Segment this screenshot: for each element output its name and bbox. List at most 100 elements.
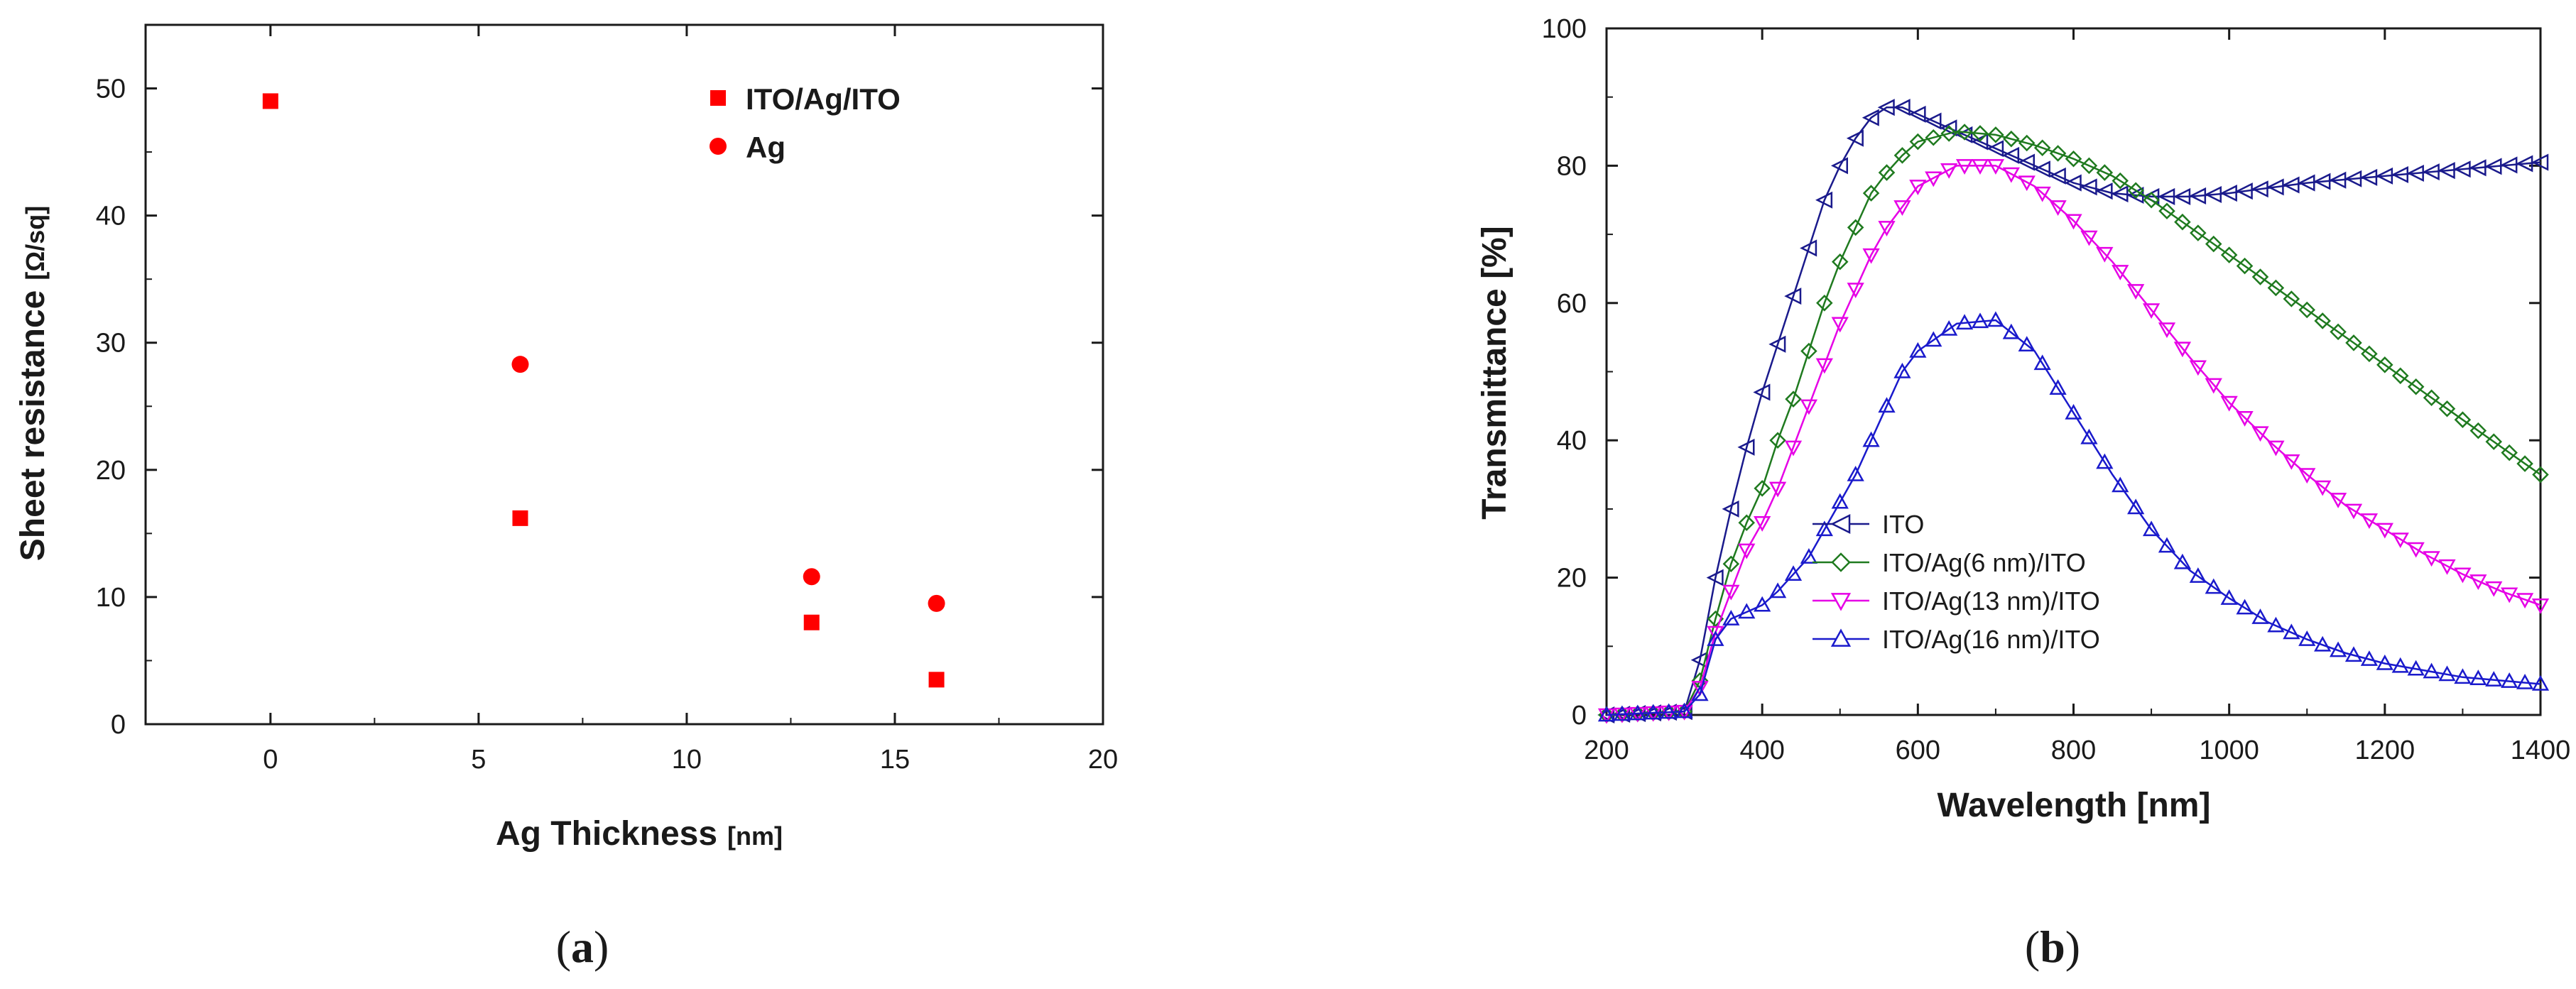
series-marker-ito-ag-16-nm-ito — [2438, 665, 2456, 682]
series-marker-ito-ag-6-nm-ito — [1909, 133, 1927, 151]
series-marker-ito-ag-13-nm-ito — [2142, 303, 2161, 319]
legend-label-ito: ITO — [1882, 510, 1924, 539]
series-marker-ito — [1737, 438, 1755, 456]
x-axis-title: Ag Thickness — [496, 815, 717, 853]
series-marker-ito-ag-6-nm-ito — [1972, 125, 1989, 142]
series-marker-ito-ag-16-nm-ito — [2454, 668, 2472, 684]
series-marker-ito-ag-13-nm-ito — [1878, 221, 1896, 237]
series-marker-ito-ag-16-nm-ito — [1831, 493, 1849, 509]
series-marker-ito — [2033, 160, 2050, 178]
series-marker-ito-ag-16-nm-ito — [1940, 319, 1958, 336]
series-marker-ito-ag-16-nm-ito — [2407, 660, 2425, 676]
x-tick-label-b: 200 — [1584, 736, 1629, 765]
series-marker-ito-ag-6-nm-ito — [1893, 147, 1911, 164]
series-marker-ito-ag-6-nm-ito — [2298, 301, 2316, 319]
panel-label-a: (a) — [556, 922, 609, 972]
series-marker-ito-ag-6-nm-ito — [2330, 323, 2347, 341]
series-marker-ito — [2080, 178, 2097, 196]
series-marker-ito-ag-16-nm-ito — [1675, 702, 1693, 718]
series-marker-ito-ag-16-nm-ito — [1893, 362, 1911, 378]
series-marker-ito — [2391, 165, 2408, 183]
x-tick-label-b: 400 — [1739, 736, 1784, 765]
series-marker-ito-ag-16-nm-ito — [1800, 548, 1818, 564]
y-axis-title: Sheet resistance — [14, 290, 52, 562]
series-marker-ito-ag-16-nm-ito — [1644, 704, 1662, 720]
series-marker-ito-ag-13-nm-ito — [1784, 440, 1803, 457]
series-marker-ito-ag-6-nm-ito — [1707, 610, 1724, 628]
series-marker-ito-ag-6-nm-ito — [2220, 246, 2238, 263]
series-marker-ito-ag-16-nm-ito — [1629, 704, 1646, 721]
series-marker-ito-ag-6-nm-ito — [2267, 279, 2285, 297]
series-marker-ito — [1753, 383, 1771, 401]
series-marker-ito-ag-6-nm-ito — [1956, 124, 1973, 141]
y-tick-label-a: 10 — [96, 583, 126, 613]
y-axis-unit: [Ω/sq] — [21, 206, 50, 280]
series-marker-ito-ag-16-nm-ito — [2251, 608, 2269, 624]
series-marker-ito-ag-6-nm-ito — [2423, 389, 2440, 407]
series-marker-ito-ag-6-nm-ito — [2361, 345, 2378, 363]
x-tick-label-b: 1400 — [2511, 736, 2571, 765]
series-marker-ito-ag-13-nm-ito — [1925, 171, 1942, 187]
y-tick-label-a: 40 — [96, 202, 126, 231]
series-marker-ito — [2251, 180, 2268, 198]
series-marker-ito-ag-6-nm-ito — [1925, 129, 1942, 146]
series-marker-ito-ag-13-nm-ito — [2080, 230, 2098, 246]
series-marker-ito-ag-16-nm-ito — [2033, 354, 2051, 371]
series-marker-ito-ag-13-nm-ito — [2173, 341, 2192, 358]
data-point-ag — [511, 356, 529, 373]
series-marker-ito-ag-16-nm-ito — [2283, 623, 2300, 640]
series-marker-ito-ag-6-nm-ito — [2283, 290, 2300, 307]
legend-marker-ito — [1830, 513, 1851, 535]
series-marker-ito-ag-13-nm-ito — [1815, 358, 1833, 374]
series-marker-ito — [2422, 163, 2440, 181]
series-marker-ito-ag-13-nm-ito — [2407, 542, 2425, 558]
y-tick-label-a: 30 — [96, 329, 126, 359]
series-marker-ito — [1908, 105, 1926, 123]
x-tick-label-b: 1000 — [2199, 736, 2259, 765]
series-marker-ito — [2516, 155, 2533, 173]
series-marker-ito — [2406, 165, 2424, 182]
series-marker-ito-ag-6-nm-ito — [2080, 157, 2098, 175]
series-marker-ito — [1924, 112, 1942, 130]
series-marker-ito-ag-13-nm-ito — [2423, 551, 2440, 567]
series-line-ito-ag-16-nm-ito — [1606, 319, 2541, 716]
series-marker-ito — [2204, 185, 2222, 204]
y-tick-label-a: 0 — [111, 710, 126, 740]
series-marker-ito-ag-13-nm-ito — [2236, 411, 2254, 427]
series-marker-ito-ag-6-nm-ito — [2485, 433, 2503, 450]
series-marker-ito-ag-6-nm-ito — [2251, 268, 2269, 285]
series-marker-ito-ag-6-nm-ito — [2314, 312, 2331, 329]
series-marker-ito-ag-6-nm-ito — [2438, 400, 2456, 417]
legend-marker-circle — [710, 138, 727, 155]
x-tick-label-a: 0 — [263, 745, 278, 775]
transmittance-chart: 200 400 600 800 1000 1200 1400 0 20 40 60 80 100 ITO… — [1476, 14, 2570, 972]
series-marker-ito-ag-13-nm-ito — [2485, 581, 2503, 597]
data-point-ito-ag-ito — [928, 672, 945, 688]
x-tick-label-a: 15 — [880, 745, 910, 775]
series-marker-ito-ag-16-nm-ito — [2127, 498, 2145, 515]
series-marker-ito-ag-16-nm-ito — [1878, 397, 1896, 413]
series-marker-ito-ag-13-nm-ito — [2189, 360, 2207, 376]
series-line-ito — [1606, 106, 2541, 716]
series-marker-ito-ag-16-nm-ito — [2049, 379, 2067, 395]
series-marker-ito-ag-16-nm-ito — [1955, 314, 1974, 330]
legend-label-ito-ag-6-nm-ito: ITO/Ag(6 nm)/ITO — [1882, 548, 2086, 577]
panel-paren-close-b: ) — [2065, 922, 2080, 972]
series-marker-ito-ag-13-nm-ito — [2205, 378, 2222, 394]
series-marker-ito-ag-16-nm-ito — [2220, 589, 2238, 605]
data-points-a — [262, 93, 945, 688]
y-tick-label-a: 20 — [96, 456, 126, 486]
series-marker-ito-ag-16-nm-ito — [2205, 578, 2222, 594]
series-marker-ito — [2438, 162, 2455, 180]
legend-marker-ito-ag-16-nm-ito — [1830, 628, 1852, 647]
series-marker-ito — [2173, 187, 2191, 205]
series-marker-ito-ag-13-nm-ito — [1800, 399, 1818, 415]
series-marker-ito — [2344, 170, 2362, 187]
series-marker-ito-ag-13-nm-ito — [1847, 283, 1864, 299]
series-marker-ito-ag-13-nm-ito — [1971, 159, 1989, 175]
series-marker-ito-ag-16-nm-ito — [1862, 431, 1880, 447]
series-marker-ito — [1815, 191, 1833, 209]
series-marker-ito-ag-6-nm-ito — [2033, 139, 2051, 157]
series-marker-ito-ag-13-nm-ito — [2033, 186, 2051, 202]
plot-frame-a — [144, 23, 1104, 726]
